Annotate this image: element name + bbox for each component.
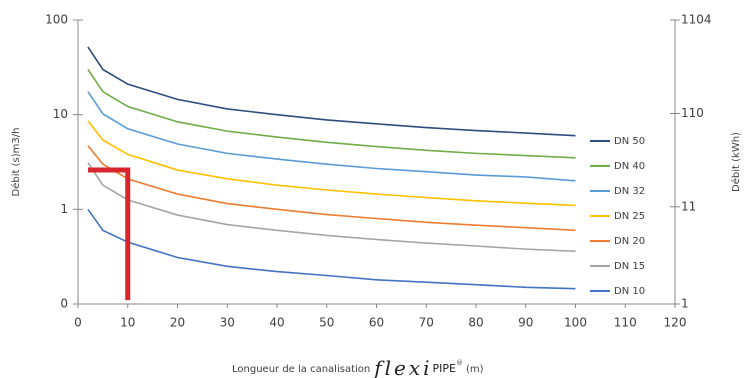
y2-tick-label: 1 — [681, 297, 689, 311]
legend-label: DN 10 — [614, 286, 645, 297]
x-tick-label: 20 — [170, 316, 185, 330]
x-tick-label: 80 — [468, 316, 483, 330]
x-axis-title: Longueur de la canalisation flexiPIPE®(m) — [232, 356, 484, 378]
x-tick-label: 0 — [74, 316, 82, 330]
brand-flexi: flexi — [372, 356, 432, 378]
x-title-unit: (m) — [466, 364, 484, 375]
series-line — [87, 162, 576, 253]
x-tick-label: 40 — [269, 316, 284, 330]
series-line — [87, 69, 576, 159]
legend-label: DN 40 — [614, 161, 645, 172]
x-tick-label: 50 — [319, 316, 334, 330]
series-line — [87, 91, 576, 182]
legend-label: DN 50 — [614, 136, 645, 147]
legend-label: DN 15 — [614, 261, 645, 272]
annotation-line — [87, 167, 131, 301]
x-tick-label: 10 — [120, 316, 135, 330]
x-tick-label: 110 — [614, 316, 637, 330]
y-axis-title: Débit (s)m3/h — [10, 128, 22, 197]
x-tick-label: 60 — [369, 316, 384, 330]
brand-reg: ® — [456, 359, 463, 367]
series-line — [87, 120, 576, 207]
x-title-text: Longueur de la canalisation — [232, 364, 370, 375]
y2-tick-label: 11 — [681, 199, 696, 213]
series-line — [87, 208, 576, 290]
y2-axis-title: Débit (kWh) — [730, 132, 742, 192]
y-tick-label: 10 — [53, 107, 68, 121]
legend-label: DN 25 — [614, 211, 645, 222]
y-tick-label: 100 — [45, 13, 68, 27]
x-tick-label: 30 — [220, 316, 235, 330]
series-line — [87, 46, 576, 137]
y-tick-label: 1 — [60, 202, 68, 216]
legend-label: DN 20 — [614, 236, 645, 247]
y-tick-label: 0 — [60, 297, 68, 311]
x-tick-label: 100 — [564, 316, 587, 330]
x-tick-label: 120 — [664, 316, 687, 330]
legend-label: DN 32 — [614, 186, 645, 197]
y2-tick-label: 1104 — [681, 13, 712, 27]
brand-pipe: PIPE — [433, 362, 457, 375]
x-tick-label: 90 — [518, 316, 533, 330]
series-line — [87, 145, 576, 232]
x-tick-label: 70 — [419, 316, 434, 330]
y2-tick-label: 110 — [681, 106, 704, 120]
